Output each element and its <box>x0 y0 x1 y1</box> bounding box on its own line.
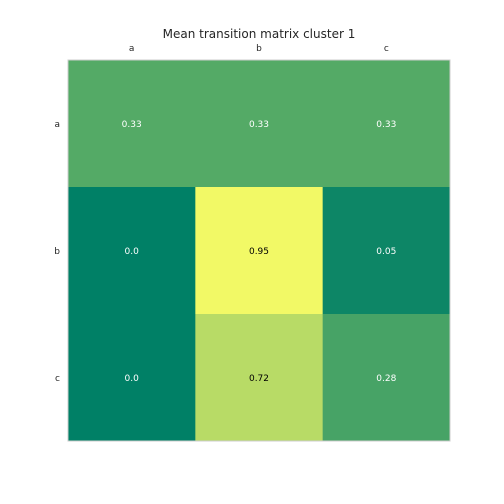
y-tick-label: c <box>55 374 60 384</box>
heatmap-cell-labels: 0.33 0.33 0.33 0.0 0.95 0.05 0.0 0.72 0.28 <box>122 120 397 384</box>
heatmap-cell <box>68 60 196 188</box>
chart-title: Mean transition matrix cluster 1 <box>163 27 356 41</box>
heatmap-cell <box>322 60 451 188</box>
x-axis-tick-labels: a b c <box>129 44 389 54</box>
heatmap-cell <box>195 60 324 188</box>
cell-value-label: 0.33 <box>122 120 142 130</box>
y-tick-label: a <box>54 120 60 130</box>
cell-value-label: 0.05 <box>376 247 396 257</box>
cell-value-label: 0.95 <box>249 247 269 257</box>
heatmap-cell <box>322 314 451 442</box>
cell-value-label: 0.72 <box>249 374 269 384</box>
heatmap-cell <box>68 187 196 315</box>
heatmap-cell <box>195 187 324 315</box>
x-tick-label: c <box>384 44 389 54</box>
heatmap-cells <box>68 60 451 442</box>
y-tick-label: b <box>54 247 60 257</box>
cell-value-label: 0.33 <box>376 120 396 130</box>
cell-value-label: 0.28 <box>376 374 396 384</box>
x-tick-label: b <box>256 44 262 54</box>
cell-value-label: 0.0 <box>125 374 140 384</box>
cell-value-label: 0.33 <box>249 120 269 130</box>
plot-frame <box>67 59 451 442</box>
heatmap-cell <box>322 187 451 315</box>
cell-value-label: 0.0 <box>125 247 140 257</box>
heatmap-cell <box>195 314 324 442</box>
heatmap-cell <box>68 314 196 442</box>
x-tick-label: a <box>129 44 135 54</box>
y-axis-tick-labels: a b c <box>54 120 60 384</box>
